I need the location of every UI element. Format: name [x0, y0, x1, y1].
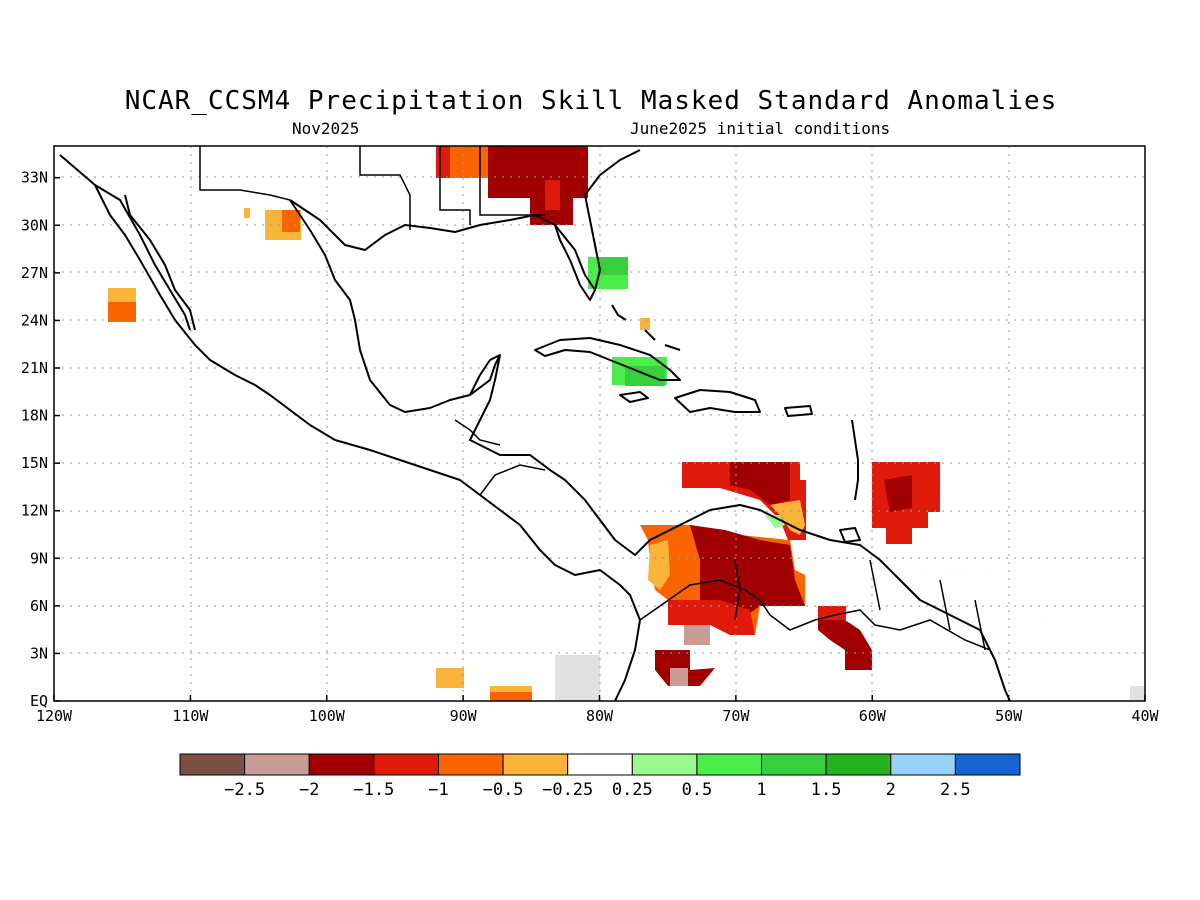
colorbar-label: −2.5 — [224, 780, 265, 800]
lon-tick-label: 90W — [450, 707, 478, 725]
lat-tick-label: 3N — [30, 644, 48, 662]
colorbar-label: −0.5 — [483, 780, 524, 800]
colorbar-label: 1.5 — [811, 780, 842, 800]
colorbar-swatch — [308, 753, 375, 776]
lat-tick-label: 12N — [21, 502, 48, 520]
colorbar-label: 2 — [886, 780, 896, 800]
lon-tick-label: 100W — [309, 707, 346, 725]
colorbar-label: −1.5 — [353, 780, 394, 800]
colorbar-label: −2 — [299, 780, 319, 800]
lat-tick-label: EQ — [30, 692, 48, 710]
lon-tick-label: 50W — [995, 707, 1023, 725]
colorbar-swatch — [244, 753, 310, 776]
lat-tick-label: 18N — [21, 407, 48, 425]
colorbar-swatch — [373, 753, 439, 776]
lat-tick-label: 15N — [21, 454, 48, 472]
map-title: NCAR_CCSM4 Precipitation Skill Masked St… — [124, 86, 1058, 116]
lon-tick-label: 120W — [36, 707, 73, 725]
colorbar-label: −1 — [428, 780, 448, 800]
colorbar-label: 0.25 — [612, 780, 653, 800]
colorbar-label: 1 — [756, 780, 766, 800]
lon-tick-label: 40W — [1131, 707, 1159, 725]
colorbar-swatch — [890, 753, 956, 776]
colorbar-swatch — [696, 753, 763, 776]
colorbar-swatch — [825, 753, 892, 776]
lat-tick-label: 21N — [21, 359, 48, 377]
colorbar-swatch — [179, 753, 246, 776]
colorbar-label: 0.5 — [682, 780, 713, 800]
lon-tick-label: 110W — [172, 707, 209, 725]
lat-tick-label: 9N — [30, 549, 48, 567]
colorbar-label: −0.25 — [542, 780, 593, 800]
plot-area — [54, 146, 1145, 701]
coastlines — [59, 149, 1011, 701]
initial-conditions-label: June2025 initial conditions — [630, 119, 891, 138]
longitude-labels: 120W 110W 100W 90W 80W 70W 60W 50W 40W — [36, 695, 1160, 725]
lat-tick-label: 24N — [21, 311, 48, 329]
lon-tick-label: 60W — [859, 707, 887, 725]
country-borders — [199, 146, 991, 651]
lon-tick-label: 70W — [722, 707, 750, 725]
latitude-labels: EQ 3N 6N 9N 12N 15N 18N 21N 24N 27N 30N 33N — [21, 169, 60, 710]
colorbar-swatch — [502, 753, 569, 776]
colorbar-swatch — [437, 753, 504, 776]
colorbar-swatch — [954, 753, 1021, 776]
colorbar-swatch — [761, 753, 827, 776]
lat-tick-label: 6N — [30, 597, 48, 615]
colorbar-swatch — [631, 753, 698, 776]
colorbar-swatch — [567, 753, 633, 776]
lat-tick-label: 30N — [21, 216, 48, 234]
colorbar-label: 2.5 — [940, 780, 971, 800]
lat-tick-label: 27N — [21, 264, 48, 282]
lat-tick-label: 33N — [21, 169, 48, 187]
lon-tick-label: 80W — [586, 707, 614, 725]
colorbar: −2.5 −2 −1.5 −1 −0.5 −0.25 0.25 0.5 1 1.5 2 2.5 — [179, 753, 1021, 800]
valid-date-label: Nov2025 — [292, 119, 360, 138]
